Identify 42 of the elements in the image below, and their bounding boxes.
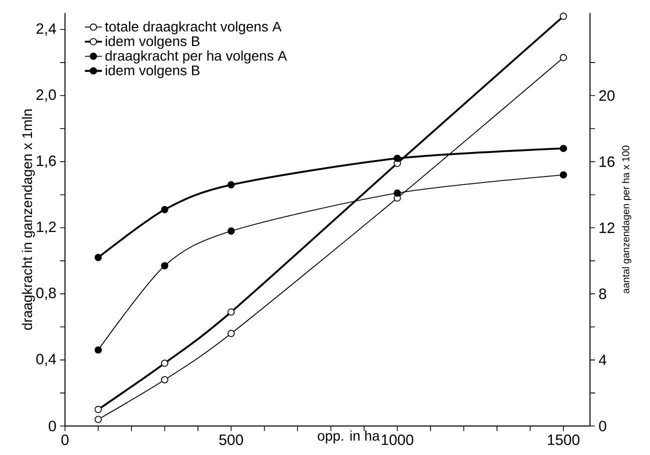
y2-tick-label: 0 [599, 420, 606, 432]
y2-tick-label: 20 [599, 90, 615, 101]
y-tick-label: 1,6 [36, 156, 56, 168]
point [228, 227, 235, 235]
x-axis-title: opp. in ha [318, 430, 380, 444]
point [560, 54, 568, 62]
y2-tick-label: 4 [598, 354, 606, 366]
point [94, 254, 102, 262]
y2-tick-label: 8 [599, 288, 606, 300]
point [228, 308, 235, 316]
y2-tick-label: 16 [600, 156, 614, 167]
point [161, 262, 168, 270]
y-tick-label: 2,4 [36, 23, 56, 36]
point [161, 206, 168, 214]
legend-label: draagkracht per ha volgens A [105, 50, 287, 64]
y2-tick-label: 12 [600, 222, 614, 233]
point [161, 376, 168, 384]
point [394, 154, 401, 162]
legend-label: idem volgens B [106, 36, 200, 49]
x-tick-label: 500 [219, 434, 244, 446]
y-tick-label: 1,2 [36, 222, 56, 234]
y-tick-label: 2,0 [36, 89, 56, 102]
legend-label: totale draagkracht volgens A [105, 21, 282, 34]
legend-label: idem volgens B [106, 65, 200, 78]
point [94, 346, 102, 354]
y-tick-label: 0,8 [36, 288, 56, 300]
x-tick-label: 1500 [548, 434, 580, 446]
point [94, 406, 102, 414]
point [394, 189, 401, 197]
y-axis-title: draagkracht in ganzendagen x 1mln [22, 110, 35, 330]
point [94, 416, 102, 424]
y-tick-label: 0,4 [36, 354, 56, 366]
point [228, 330, 235, 338]
point [560, 171, 568, 179]
point [560, 144, 568, 152]
x-tick-label: 1000 [382, 434, 414, 446]
y-tick-label: 0 [48, 420, 56, 432]
point [560, 12, 568, 20]
y2-axis-title: aantal ganzendagen per ha x 100 [622, 146, 632, 294]
point [161, 360, 168, 367]
point [228, 181, 235, 188]
x-tick-label: 0 [61, 434, 69, 446]
